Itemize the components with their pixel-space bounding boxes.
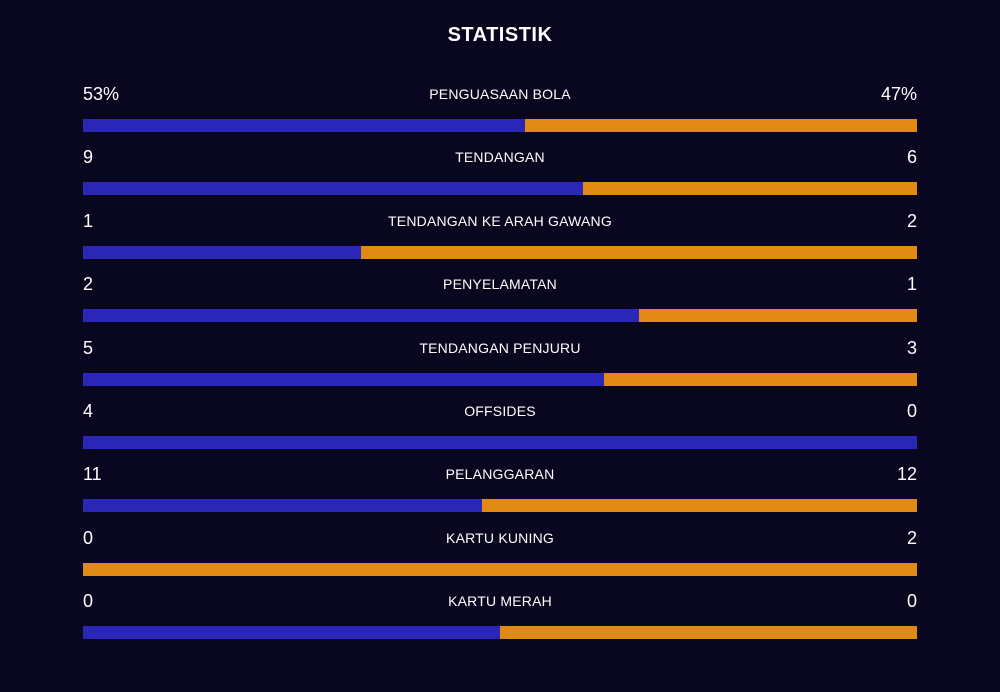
comparison-bar [83,309,917,323]
away-bar-segment [500,626,917,640]
home-bar-segment [83,245,361,259]
home-bar-segment [83,435,917,449]
stat-values: 1 TENDANGAN KE ARAH GAWANG 2 [83,207,917,235]
home-value: 2 [83,274,94,295]
stat-values: 4 OFFSIDES 0 [83,397,917,425]
comparison-bar [83,499,917,513]
home-value: 9 [83,147,94,168]
away-bar-segment [481,499,917,513]
stat-row: 11 PELANGGARAN 12 [83,460,917,523]
away-value: 47% [880,84,917,104]
stat-row: 1 TENDANGAN KE ARAH GAWANG 2 [83,207,917,270]
stat-values: 11 PELANGGARAN 12 [83,460,917,488]
home-value: 5 [83,337,94,358]
away-value: 1 [906,274,917,295]
stat-values: 5 TENDANGAN PENJURU 3 [83,334,917,362]
stat-row: 53% PENGUASAAN BOLA 47% [83,80,917,143]
home-value: 4 [83,400,94,421]
stat-label: PENGUASAAN BOLA [429,86,571,102]
comparison-bar [83,182,917,196]
home-value: 0 [83,527,94,548]
comparison-bar [83,435,917,449]
away-bar-segment [525,119,917,132]
away-value: 0 [906,591,917,612]
home-value: 53% [83,84,120,104]
away-value: 0 [906,400,917,421]
away-bar-segment [639,309,917,323]
stat-values: 53% PENGUASAAN BOLA 47% [83,80,917,108]
home-value: 11 [83,464,102,485]
home-bar-segment [83,309,639,323]
stats-list: 53% PENGUASAAN BOLA 47% 9 TENDANGAN 6 1 TENDANG… [83,80,917,651]
away-value: 2 [906,527,917,548]
home-bar-segment [83,372,605,386]
away-bar-segment [83,562,917,576]
stat-row: 2 PENYELAMATAN 1 [83,270,917,333]
stat-label: PENYELAMATAN [443,276,557,293]
away-value: 2 [906,210,917,231]
stat-label: TENDANGAN [455,149,545,166]
stat-label: KARTU MERAH [448,593,552,610]
home-bar-segment [83,119,526,132]
stat-row: 4 OFFSIDES 0 [83,397,917,460]
stat-values: 9 TENDANGAN 6 [83,143,917,171]
stat-label: TENDANGAN KE ARAH GAWANG [388,212,612,229]
home-value: 1 [83,210,94,231]
stat-label: OFFSIDES [464,402,536,419]
stat-values: 2 PENYELAMATAN 1 [83,270,917,298]
stat-values: 0 KARTU KUNING 2 [83,524,917,552]
away-value: 6 [906,147,917,168]
stat-label: KARTU KUNING [446,529,554,546]
comparison-bar [83,562,917,576]
away-bar-segment [361,245,917,259]
stat-label: TENDANGAN PENJURU [419,339,581,356]
away-value: 12 [896,464,917,485]
home-bar-segment [83,499,482,513]
stat-label: PELANGGARAN [445,466,555,483]
stat-row: 0 KARTU MERAH 0 [83,587,917,650]
stat-row: 5 TENDANGAN PENJURU 3 [83,334,917,397]
stat-row: 9 TENDANGAN 6 [83,143,917,206]
home-bar-segment [83,626,500,640]
comparison-bar [83,626,917,640]
stat-row: 0 KARTU KUNING 2 [83,524,917,587]
comparison-bar [83,372,917,386]
away-bar-segment [583,182,917,196]
home-value: 0 [83,591,94,612]
away-value: 3 [906,337,917,358]
home-bar-segment [83,182,584,196]
stat-values: 0 KARTU MERAH 0 [83,587,917,615]
comparison-bar [83,245,917,259]
away-bar-segment [604,372,917,386]
panel-title: STATISTIK [447,24,553,46]
comparison-bar [83,119,917,132]
